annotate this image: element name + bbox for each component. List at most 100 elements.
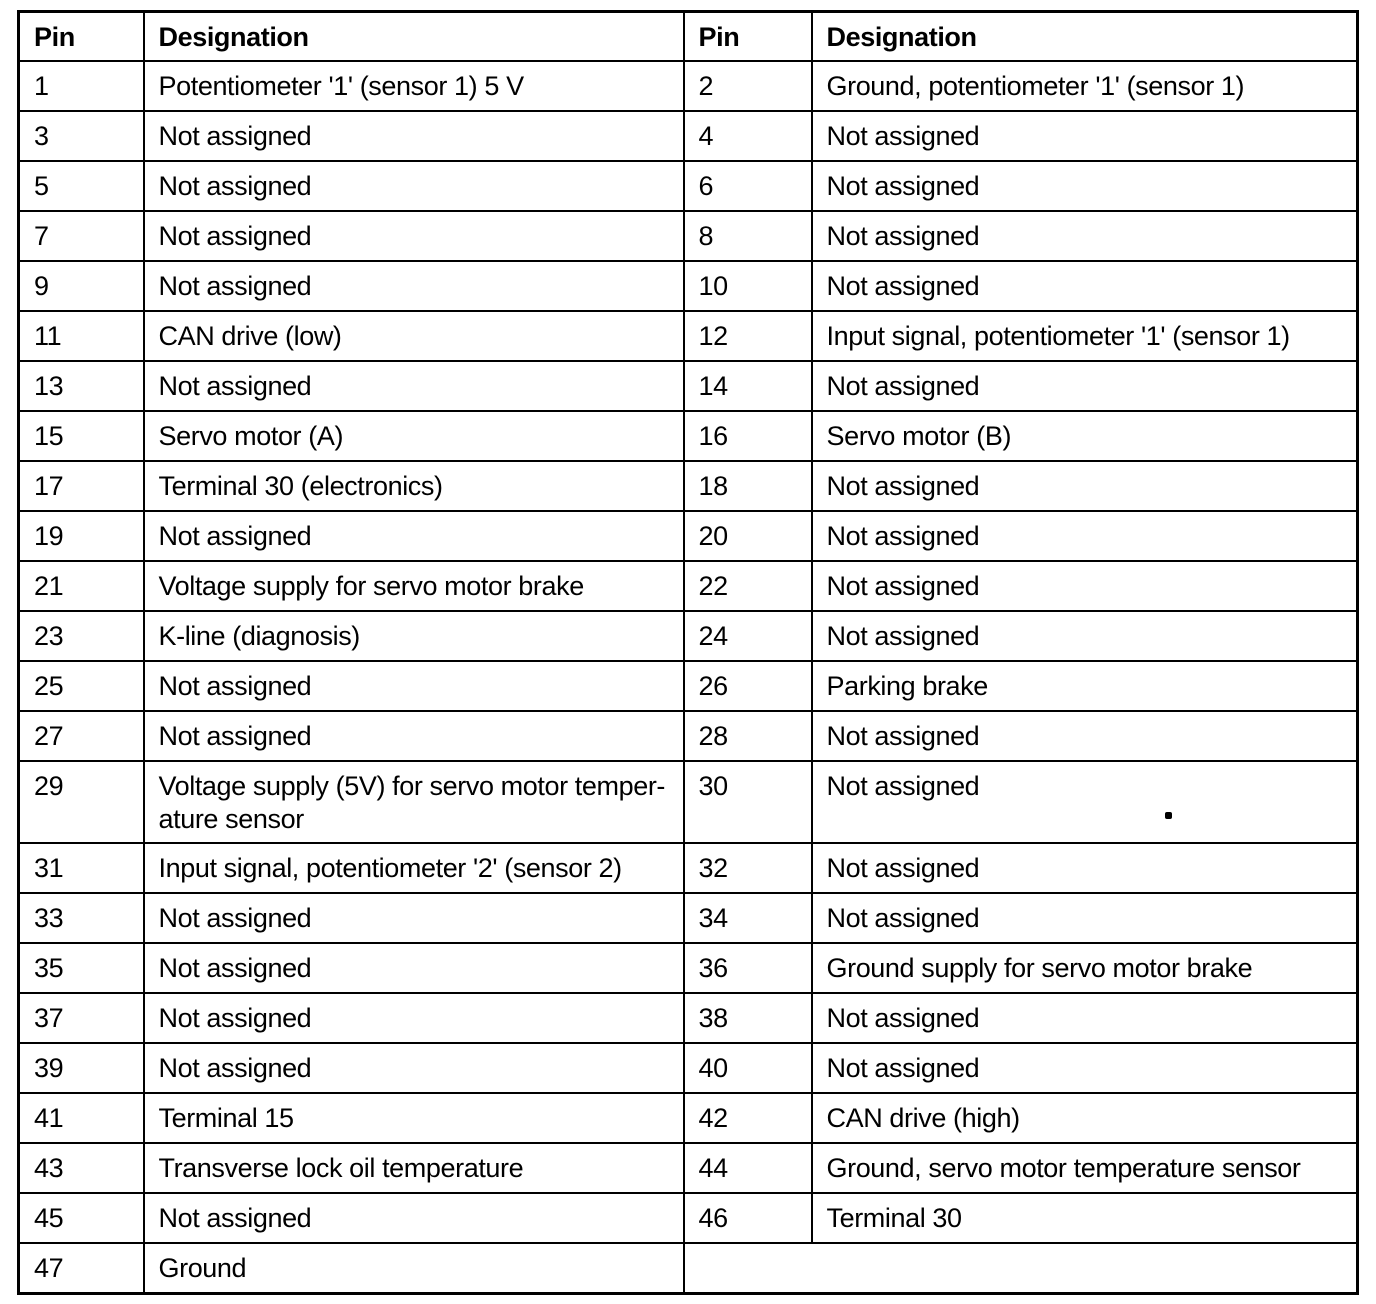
table-header: Pin Designation Pin Designation	[17, 10, 1359, 62]
table-row: 47 Ground	[17, 1242, 1359, 1295]
table-row: 1 Potentiometer '1' (sensor 1) 5 V 2 Ground…	[17, 60, 1359, 112]
table-row: 9 Not assigned 10 Not assigned	[17, 260, 1359, 312]
table-row: 25 Not assigned 26 Parking brake	[17, 660, 1359, 712]
designation-cell: Input signal, potentiometer '2' (sensor …	[142, 842, 685, 894]
pin-cell: 30	[682, 760, 813, 844]
pin-cell: 34	[682, 892, 813, 944]
column-header-designation-right: Designation	[810, 10, 1359, 62]
table-row: 17 Terminal 30 (electronics) 18 Not assigne…	[17, 460, 1359, 512]
table-row: 5 Not assigned 6 Not assigned	[17, 160, 1359, 212]
designation-cell: Transverse lock oil temperature	[142, 1142, 685, 1194]
designation-cell: CAN drive (low)	[142, 310, 685, 362]
designation-cell: Not assigned	[810, 710, 1359, 762]
table-row: 19 Not assigned 20 Not assigned	[17, 510, 1359, 562]
table-row: 33 Not assigned 34 Not assigned	[17, 892, 1359, 944]
designation-cell: Not assigned	[810, 760, 1359, 844]
designation-cell: Not assigned	[142, 710, 685, 762]
pin-cell: 1	[17, 60, 145, 112]
pin-cell: 12	[682, 310, 813, 362]
designation-cell: Not assigned	[142, 510, 685, 562]
pin-cell: 47	[17, 1242, 145, 1295]
column-header-pin-left: Pin	[17, 10, 145, 62]
designation-cell: Not assigned	[810, 842, 1359, 894]
designation-cell: Not assigned	[142, 942, 685, 994]
pin-cell: 45	[17, 1192, 145, 1244]
column-header-designation-left: Designation	[142, 10, 685, 62]
designation-cell: Voltage supply (5V) for servo motor temp…	[142, 760, 685, 844]
designation-cell: Not assigned	[142, 892, 685, 944]
table-row: 35 Not assigned 36 Ground supply for servo …	[17, 942, 1359, 994]
designation-cell: Not assigned	[810, 210, 1359, 262]
pin-cell: 28	[682, 710, 813, 762]
designation-cell: Not assigned	[810, 992, 1359, 1044]
pin-cell: 22	[682, 560, 813, 612]
pin-cell: 20	[682, 510, 813, 562]
pin-cell: 13	[17, 360, 145, 412]
pin-cell: 8	[682, 210, 813, 262]
pin-cell: 2	[682, 60, 813, 112]
designation-cell: Potentiometer '1' (sensor 1) 5 V	[142, 60, 685, 112]
designation-cell: Not assigned	[142, 360, 685, 412]
pin-cell: 46	[682, 1192, 813, 1244]
designation-cell: Not assigned	[142, 210, 685, 262]
table-row: 41 Terminal 15 42 CAN drive (high)	[17, 1092, 1359, 1144]
pin-cell: 42	[682, 1092, 813, 1144]
pin-cell: 6	[682, 160, 813, 212]
pin-cell: 21	[17, 560, 145, 612]
table-row: 7 Not assigned 8 Not assigned	[17, 210, 1359, 262]
designation-cell: Not assigned	[810, 1042, 1359, 1094]
empty-cell	[682, 1242, 1359, 1295]
pin-cell: 14	[682, 360, 813, 412]
header-row: Pin Designation Pin Designation	[17, 10, 1359, 62]
designation-cell: K-line (diagnosis)	[142, 610, 685, 662]
designation-cell: Not assigned	[810, 610, 1359, 662]
designation-cell: Input signal, potentiometer '1' (sensor …	[810, 310, 1359, 362]
designation-cell: Not assigned	[810, 892, 1359, 944]
pin-cell: 29	[17, 760, 145, 844]
pin-cell: 9	[17, 260, 145, 312]
pin-cell: 44	[682, 1142, 813, 1194]
designation-cell: Servo motor (B)	[810, 410, 1359, 462]
pin-cell: 36	[682, 942, 813, 994]
designation-cell: Not assigned	[810, 160, 1359, 212]
pin-cell: 33	[17, 892, 145, 944]
pin-cell: 32	[682, 842, 813, 894]
pin-assignment-table: Pin Designation Pin Designation 1 Potenti…	[17, 10, 1359, 1295]
designation-cell: Not assigned	[810, 460, 1359, 512]
designation-cell: Not assigned	[810, 510, 1359, 562]
pin-cell: 27	[17, 710, 145, 762]
pin-cell: 31	[17, 842, 145, 894]
pin-cell: 39	[17, 1042, 145, 1094]
pin-cell: 25	[17, 660, 145, 712]
pin-cell: 16	[682, 410, 813, 462]
table-row: 23 K-line (diagnosis) 24 Not assigned	[17, 610, 1359, 662]
designation-cell: Not assigned	[142, 110, 685, 162]
designation-cell: Terminal 30 (electronics)	[142, 460, 685, 512]
table-row: 11 CAN drive (low) 12 Input signal, potenti…	[17, 310, 1359, 362]
pin-cell: 19	[17, 510, 145, 562]
table-body: 1 Potentiometer '1' (sensor 1) 5 V 2 Ground…	[17, 60, 1359, 1295]
designation-cell: CAN drive (high)	[810, 1092, 1359, 1144]
designation-cell: Parking brake	[810, 660, 1359, 712]
stray-dot-artifact	[1164, 812, 1172, 819]
table-row: 31 Input signal, potentiometer '2' (senso…	[17, 842, 1359, 894]
table-row: 45 Not assigned 46 Terminal 30	[17, 1192, 1359, 1244]
designation-cell: Ground	[142, 1242, 685, 1295]
pin-cell: 4	[682, 110, 813, 162]
pin-cell: 15	[17, 410, 145, 462]
designation-cell: Not assigned	[142, 160, 685, 212]
designation-cell: Ground supply for servo motor brake	[810, 942, 1359, 994]
pin-cell: 41	[17, 1092, 145, 1144]
table-row: 37 Not assigned 38 Not assigned	[17, 992, 1359, 1044]
table-row: 39 Not assigned 40 Not assigned	[17, 1042, 1359, 1094]
pin-cell: 5	[17, 160, 145, 212]
pin-cell: 24	[682, 610, 813, 662]
designation-cell: Terminal 30	[810, 1192, 1359, 1244]
column-header-pin-right: Pin	[682, 10, 813, 62]
pin-cell: 37	[17, 992, 145, 1044]
pin-cell: 35	[17, 942, 145, 994]
pin-cell: 17	[17, 460, 145, 512]
designation-cell: Not assigned	[142, 1192, 685, 1244]
pin-cell: 3	[17, 110, 145, 162]
